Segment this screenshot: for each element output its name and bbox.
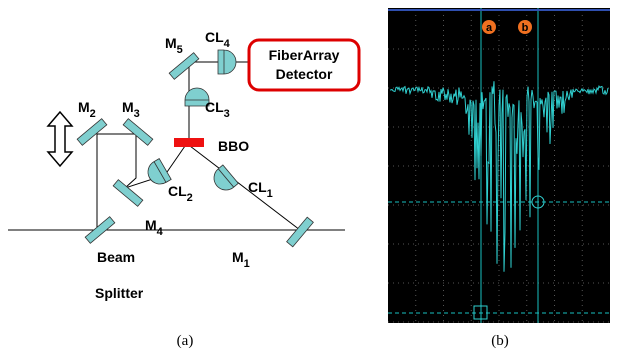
caption: (b) [491,333,509,349]
label-sub: 5 [177,44,183,56]
label-main: M [122,99,134,115]
label-main: M [165,35,177,51]
caption: (a) [177,333,194,349]
component-label: CL2 [168,183,193,204]
label-sub: 4 [157,226,164,238]
splitter-label: Beam [97,249,135,265]
panel-b: a b (b) [388,8,610,349]
bbo-crystal [174,138,204,147]
component-label: CL3 [205,99,230,120]
label-main: M [145,217,157,233]
component-label: CL4 [205,29,231,50]
mirror [123,119,153,146]
bbo-label: BBO [218,138,249,154]
component-label: M2 [78,99,96,120]
lens [218,50,236,74]
figure: FiberArray Detector M5CL4CL3M2M3CL2CL1M4… [0,0,622,350]
label-main: CL [205,29,224,45]
label-sub: 2 [90,108,96,120]
component-label: M5 [165,35,183,56]
label-sub: 4 [224,38,231,50]
label-sub: 3 [134,108,140,120]
beam [190,146,300,230]
mirror [169,53,199,80]
component-label: M4 [145,217,164,238]
component-label: M3 [122,99,140,120]
detector-label: Detector [276,66,333,82]
label-sub: 1 [267,188,273,200]
marker-label: b [522,22,529,34]
label-main: M [78,99,90,115]
label-sub: 3 [224,108,230,120]
mirror [77,119,107,146]
translation-arrow [48,112,72,166]
component-label: CL1 [248,179,273,200]
marker-label: a [486,22,493,34]
lens [209,165,238,195]
detector-label: FiberArray [269,47,340,63]
label-main: M [232,249,244,265]
label-main: CL [205,99,224,115]
splitter-label: Splitter [95,285,144,301]
label-main: CL [248,179,267,195]
component-label: M1 [232,249,250,270]
label-main: CL [168,183,187,199]
beam [97,134,185,230]
mirror [287,217,314,247]
label-sub: 1 [244,258,250,270]
label-sub: 2 [187,192,193,204]
